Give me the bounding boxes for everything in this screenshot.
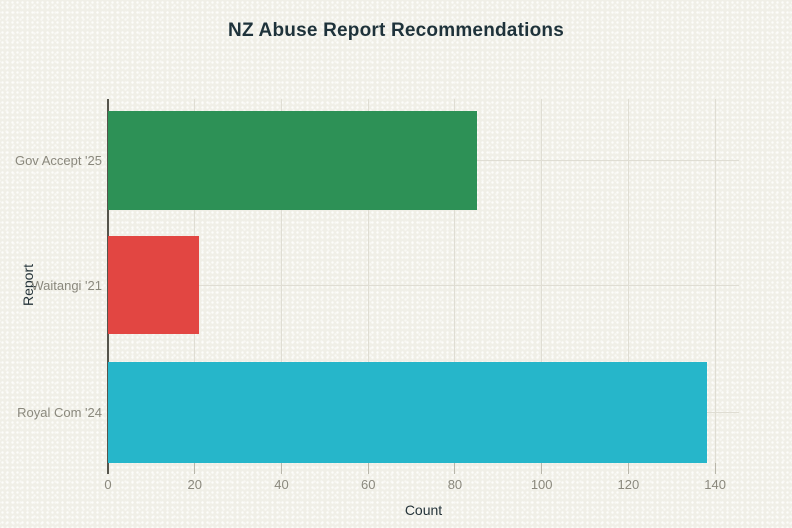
x-tick-label: 80 [447,477,463,492]
x-tick-mark [367,463,369,474]
x-gridline [454,99,456,463]
y-gridline [108,284,739,286]
x-tick-mark [194,463,196,474]
x-gridline [367,99,369,463]
chart-title: NZ Abuse Report Recommendations [228,20,564,41]
x-tick-label: 60 [360,477,376,492]
x-gridline [714,99,716,463]
x-tick-mark [541,463,543,474]
x-tick-label: 40 [274,477,289,492]
x-axis-title: Count [404,502,443,518]
bar [108,236,200,334]
x-gridline [627,99,629,463]
plot-area: 0 20 40 60 80 100 120 140 Gov Accept '25 Waitangi… [15,99,739,492]
x-gridline [541,99,543,463]
bar [108,362,707,463]
bar [108,111,477,210]
x-tick-label: 100 [530,477,553,492]
x-tick-mark [627,463,629,474]
x-tick-mark [714,463,716,474]
x-tick-mark [280,463,282,474]
category-label: Waitangi '21 [31,277,102,293]
x-tick-label: 120 [617,477,640,492]
category-label: Royal Com '24 [17,405,102,420]
x-tick-mark [454,463,456,474]
x-tick-label: 140 [704,477,726,492]
x-tick-label: 20 [187,477,202,492]
category-label: Gov Accept '25 [14,153,102,168]
x-gridline [280,99,282,463]
x-tick-label: 0 [104,477,112,492]
